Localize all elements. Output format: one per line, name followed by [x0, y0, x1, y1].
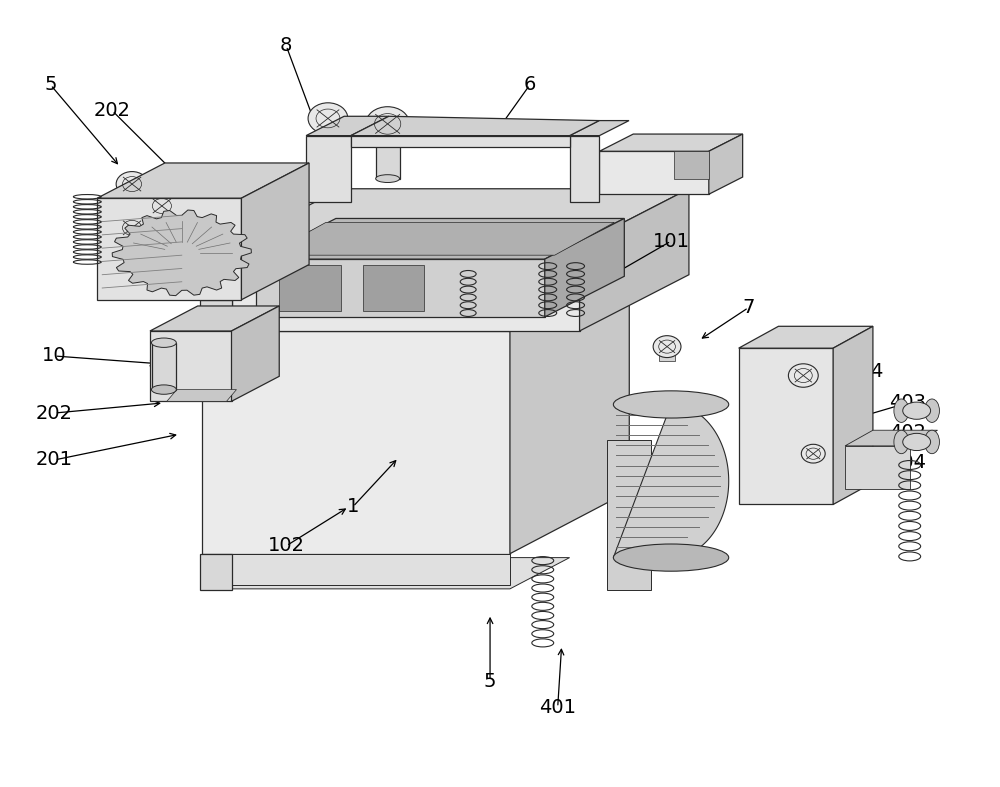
- Text: 202: 202: [94, 101, 131, 120]
- Text: 404: 404: [889, 453, 926, 471]
- Polygon shape: [599, 151, 709, 194]
- Text: 402: 402: [889, 423, 926, 442]
- Polygon shape: [659, 346, 675, 360]
- Polygon shape: [739, 327, 873, 348]
- Text: 6: 6: [524, 76, 536, 94]
- Circle shape: [366, 107, 410, 141]
- Text: 401: 401: [539, 698, 576, 717]
- Polygon shape: [256, 259, 545, 317]
- Polygon shape: [570, 135, 599, 202]
- Polygon shape: [510, 268, 629, 554]
- Polygon shape: [202, 331, 510, 554]
- Polygon shape: [167, 390, 236, 401]
- Ellipse shape: [925, 399, 939, 423]
- Polygon shape: [202, 558, 570, 589]
- Polygon shape: [202, 268, 629, 331]
- Circle shape: [116, 172, 148, 197]
- Text: 8: 8: [280, 36, 292, 55]
- Polygon shape: [599, 134, 743, 151]
- Text: 101: 101: [653, 231, 690, 250]
- Text: 202: 202: [36, 404, 73, 423]
- Circle shape: [308, 103, 348, 134]
- Polygon shape: [580, 189, 689, 331]
- Polygon shape: [739, 348, 833, 504]
- Text: 201: 201: [36, 450, 73, 469]
- Text: 3: 3: [628, 157, 640, 176]
- Polygon shape: [613, 405, 729, 558]
- Polygon shape: [545, 219, 624, 317]
- Polygon shape: [150, 331, 232, 401]
- Circle shape: [146, 194, 178, 219]
- Polygon shape: [150, 306, 279, 331]
- Polygon shape: [376, 127, 400, 179]
- Polygon shape: [570, 120, 629, 135]
- Text: 5: 5: [44, 76, 57, 94]
- Text: 403: 403: [889, 394, 926, 412]
- Polygon shape: [279, 265, 341, 311]
- Polygon shape: [200, 554, 232, 590]
- Polygon shape: [232, 245, 580, 331]
- Polygon shape: [674, 151, 709, 179]
- Text: 1: 1: [347, 497, 359, 516]
- Ellipse shape: [894, 399, 909, 423]
- Polygon shape: [232, 306, 279, 401]
- Ellipse shape: [613, 391, 729, 418]
- Text: 102: 102: [268, 537, 305, 556]
- Polygon shape: [607, 441, 651, 590]
- Polygon shape: [241, 163, 309, 300]
- Text: 10: 10: [42, 346, 67, 365]
- Polygon shape: [351, 116, 599, 135]
- Polygon shape: [833, 327, 873, 504]
- Polygon shape: [363, 265, 424, 311]
- Polygon shape: [202, 554, 510, 585]
- Polygon shape: [256, 219, 624, 259]
- Ellipse shape: [903, 434, 931, 450]
- Polygon shape: [152, 342, 176, 390]
- Text: 5: 5: [484, 671, 496, 690]
- Polygon shape: [200, 300, 232, 331]
- Ellipse shape: [903, 402, 931, 419]
- Ellipse shape: [151, 338, 176, 347]
- Polygon shape: [351, 135, 570, 147]
- Polygon shape: [97, 198, 241, 300]
- Polygon shape: [845, 446, 910, 489]
- Circle shape: [653, 336, 681, 357]
- Polygon shape: [709, 134, 743, 194]
- Text: 7: 7: [742, 298, 755, 317]
- Ellipse shape: [925, 430, 939, 453]
- Ellipse shape: [894, 430, 909, 453]
- Circle shape: [788, 364, 818, 387]
- Polygon shape: [232, 189, 689, 245]
- Polygon shape: [306, 135, 351, 202]
- Ellipse shape: [376, 175, 400, 183]
- Circle shape: [116, 216, 148, 240]
- Polygon shape: [306, 116, 389, 135]
- Circle shape: [801, 445, 825, 463]
- Polygon shape: [266, 223, 614, 255]
- Polygon shape: [97, 163, 309, 198]
- Text: 4: 4: [870, 362, 882, 381]
- Ellipse shape: [613, 544, 729, 571]
- Polygon shape: [845, 430, 938, 446]
- Ellipse shape: [151, 385, 176, 394]
- Polygon shape: [112, 210, 251, 296]
